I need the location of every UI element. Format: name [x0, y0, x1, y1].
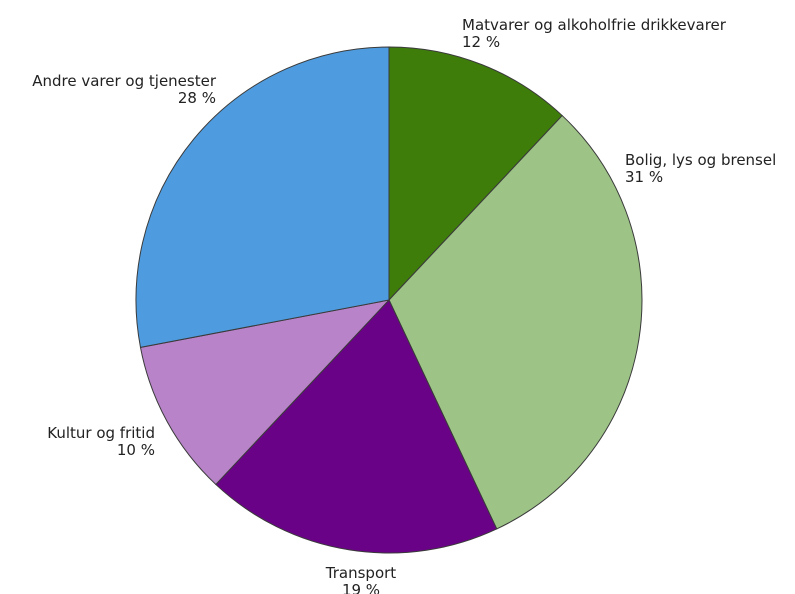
pie-slice-1	[388, 114, 643, 530]
slice-label-4: Andre varer og tjenester	[32, 72, 217, 90]
slice-label-2: Transport	[325, 564, 397, 582]
slice-label-0: Matvarer og alkoholfrie drikkevarer	[462, 16, 727, 34]
pie-slices	[135, 46, 643, 554]
slice-label-3: Kultur og fritid	[47, 424, 155, 442]
slice-value-label-4: 28 %	[178, 89, 216, 107]
pie-slice-0	[388, 46, 563, 302]
slice-label-1: Bolig, lys og brensel	[625, 151, 776, 169]
pie-slice-2	[215, 299, 498, 554]
slice-value-label-2: 19 %	[342, 581, 380, 594]
slice-value-label-1: 31 %	[625, 168, 663, 186]
pie-slice-4	[135, 46, 390, 348]
pie-slice-3	[139, 299, 391, 486]
slice-value-label-0: 12 %	[462, 33, 500, 51]
slice-value-label-3: 10 %	[117, 441, 155, 459]
